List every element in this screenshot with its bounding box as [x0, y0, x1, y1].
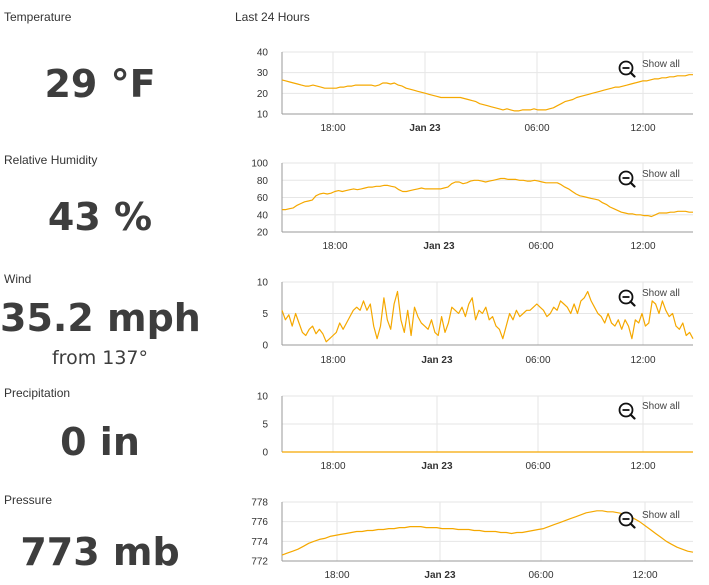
- y-tick-label: 5: [262, 420, 268, 431]
- x-tick-label: 18:00: [320, 461, 345, 472]
- y-tick-label: 772: [251, 557, 268, 568]
- x-tick-label: 18:00: [324, 570, 349, 581]
- y-tick-label: 10: [257, 392, 269, 403]
- zoom-out-icon: [618, 60, 636, 78]
- x-tick-label: Jan 23: [409, 123, 441, 134]
- series-line: [282, 177, 693, 218]
- show-all-label: Show all: [642, 401, 680, 412]
- precipitation-value: 0 in: [60, 420, 140, 464]
- series-line: [281, 74, 693, 112]
- show-all-button[interactable]: Show all: [618, 510, 680, 529]
- y-tick-label: 0: [262, 341, 268, 352]
- y-tick-label: 80: [257, 176, 269, 187]
- pressure-label: Pressure: [4, 493, 53, 507]
- show-all-label: Show all: [642, 169, 680, 180]
- wind-value: 35.2 mph: [0, 296, 201, 340]
- x-tick-label: 06:00: [525, 461, 550, 472]
- x-tick-label: 12:00: [632, 570, 657, 581]
- x-tick-label: 06:00: [525, 355, 550, 366]
- show-all-button[interactable]: Show all: [618, 59, 680, 78]
- temperature-chart: 40 30 20 10 18:00 Jan 23 06:00 12:00 Show all: [257, 48, 693, 134]
- y-tick-label: 5: [262, 309, 268, 320]
- y-tick-label: 30: [257, 68, 269, 79]
- wind-label: Wind: [4, 272, 32, 286]
- x-tick-label: 12:00: [630, 123, 655, 134]
- humidity-chart: 100 80 60 40 20 18:00 Jan 23 06:00 12:00 Show all: [251, 159, 693, 252]
- x-tick-label: 06:00: [524, 123, 549, 134]
- y-tick-label: 776: [251, 517, 268, 528]
- y-tick-label: 10: [257, 110, 269, 121]
- y-tick-label: 10: [257, 278, 269, 289]
- zoom-out-icon: [618, 402, 636, 420]
- x-tick-label: Jan 23: [421, 355, 453, 366]
- show-all-label: Show all: [642, 510, 680, 521]
- show-all-button[interactable]: Show all: [618, 401, 680, 420]
- humidity-value: 43 %: [47, 195, 153, 239]
- x-tick-label: 12:00: [630, 241, 655, 252]
- wind-direction: from 137°: [51, 347, 149, 369]
- x-tick-label: 18:00: [320, 123, 345, 134]
- x-tick-label: Jan 23: [421, 461, 453, 472]
- show-all-button[interactable]: Show all: [618, 288, 680, 307]
- show-all-label: Show all: [642, 59, 680, 70]
- pressure-chart: 778 776 774 772 18:00 Jan 23 06:00 12:00 Show al…: [251, 498, 694, 581]
- y-tick-label: 774: [251, 537, 268, 548]
- pressure-value: 773 mb: [20, 530, 180, 574]
- y-tick-label: 778: [251, 498, 268, 509]
- precipitation-chart: 10 5 0 18:00 Jan 23 06:00 12:00 Show all: [257, 392, 693, 472]
- x-tick-label: Jan 23: [423, 241, 455, 252]
- zoom-out-icon: [618, 170, 636, 188]
- show-all-label: Show all: [642, 288, 680, 299]
- y-tick-label: 20: [257, 228, 269, 239]
- history-header: Last 24 Hours: [235, 10, 310, 24]
- y-tick-label: 0: [262, 448, 268, 459]
- temperature-value: 29 °F: [44, 62, 156, 106]
- zoom-out-icon: [618, 289, 636, 307]
- show-all-button[interactable]: Show all: [618, 169, 680, 188]
- precipitation-label: Precipitation: [4, 386, 71, 400]
- y-tick-label: 40: [257, 210, 269, 221]
- x-tick-label: 18:00: [320, 355, 345, 366]
- y-tick-label: 40: [257, 48, 269, 59]
- wind-chart: 10 5 0 18:00 Jan 23 06:00 12:00 Show all: [257, 278, 694, 366]
- y-tick-label: 60: [257, 193, 269, 204]
- zoom-out-icon: [618, 511, 636, 529]
- x-tick-label: Jan 23: [424, 570, 456, 581]
- series-line: [281, 290, 694, 343]
- x-tick-label: 06:00: [528, 570, 553, 581]
- temperature-label: Temperature: [4, 10, 72, 24]
- y-tick-label: 20: [257, 89, 269, 100]
- y-tick-label: 100: [251, 159, 268, 170]
- x-tick-label: 06:00: [528, 241, 553, 252]
- x-tick-label: 12:00: [630, 355, 655, 366]
- x-tick-label: 18:00: [322, 241, 347, 252]
- x-tick-label: 12:00: [630, 461, 655, 472]
- humidity-label: Relative Humidity: [4, 153, 98, 167]
